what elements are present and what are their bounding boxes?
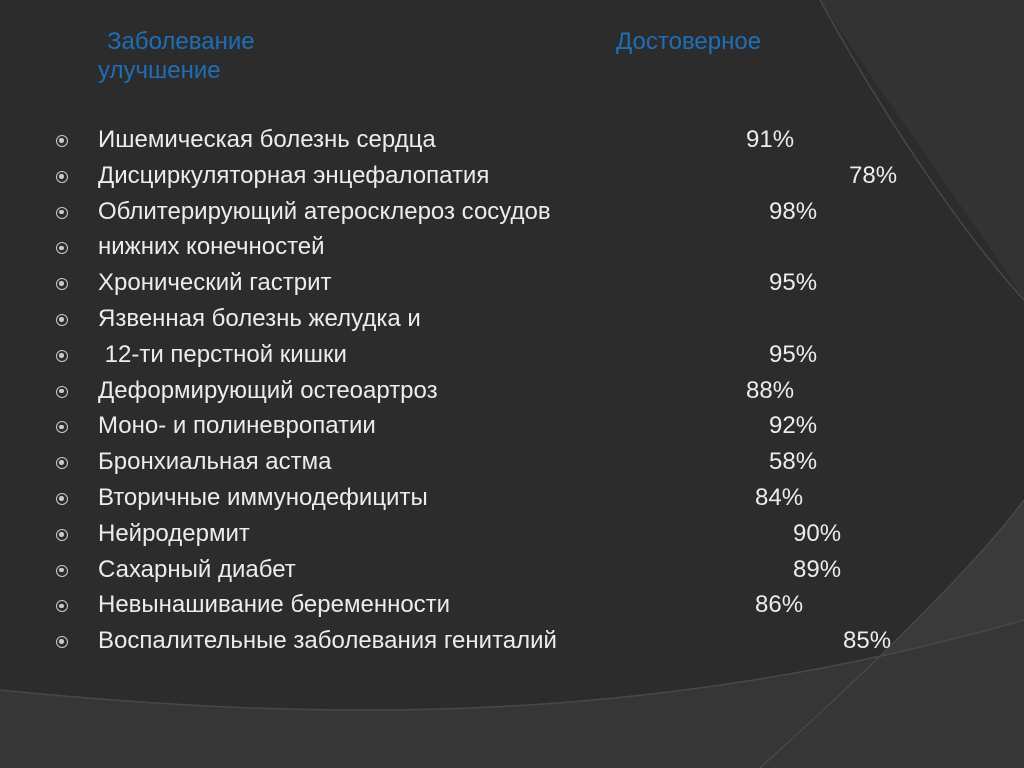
- list-item: Нейродермит 90%: [0, 516, 1024, 552]
- improvement-percent: 88%: [746, 376, 795, 404]
- list-item: Деформирующий остеоартроз 88%: [0, 373, 1024, 409]
- circle-bullet-icon: [56, 313, 68, 326]
- column-header-improvement-line2: улучшение: [98, 57, 221, 84]
- disease-name: Вторичные иммунодефициты: [98, 483, 428, 511]
- improvement-percent: 84%: [755, 483, 804, 511]
- list-item: Облитерирующий атеросклероз сосудов 98%: [0, 194, 1024, 230]
- list-item: Моно- и полиневропатии 92%: [0, 408, 1024, 444]
- list-item: Дисциркуляторная энцефалопатия 78%: [0, 158, 1024, 194]
- circle-bullet-icon: [56, 600, 68, 613]
- circle-bullet-icon: [56, 206, 68, 219]
- circle-bullet-icon: [56, 135, 68, 147]
- disease-name: Язвенная болезнь желудка и: [98, 304, 421, 332]
- circle-bullet-icon: [56, 349, 68, 362]
- disease-name: Облитерирующий атеросклероз сосудов: [98, 197, 551, 225]
- table-header: Заболевание Достоверное улучшение: [0, 0, 1024, 100]
- improvement-percent: 90%: [793, 519, 842, 547]
- improvement-percent: 89%: [793, 555, 842, 583]
- improvement-percent: 58%: [769, 448, 818, 476]
- column-header-improvement-line1: Достоверное: [616, 28, 762, 55]
- improvement-percent: 98%: [769, 197, 818, 225]
- list-item: Сахарный диабет 89%: [0, 552, 1024, 588]
- column-header-disease: Заболевание: [107, 28, 255, 55]
- list-item: Вторичные иммунодефициты 84%: [0, 480, 1024, 516]
- list-item: нижних конечностей: [0, 229, 1024, 265]
- list-item: Хронический гастрит 95%: [0, 265, 1024, 301]
- improvement-percent: 78%: [849, 161, 898, 189]
- circle-bullet-icon: [56, 564, 68, 577]
- circle-bullet-icon: [56, 421, 68, 434]
- improvement-percent: 92%: [769, 412, 818, 440]
- circle-bullet-icon: [56, 170, 68, 183]
- disease-name: Бронхиальная астма: [98, 448, 332, 476]
- list-item: Ишемическая болезнь сердца 91%: [0, 122, 1024, 158]
- disease-name: Сахарный диабет: [98, 555, 296, 583]
- circle-bullet-icon: [56, 242, 68, 255]
- circle-bullet-icon: [56, 528, 68, 541]
- disease-name: Деформирующий остеоартроз: [98, 376, 438, 404]
- disease-name: Хронический гастрит: [98, 269, 332, 297]
- circle-bullet-icon: [56, 457, 68, 470]
- circle-bullet-icon: [56, 385, 68, 398]
- list-item: 12-ти перстной кишки 95%: [0, 337, 1024, 373]
- disease-name: Моно- и полиневропатии: [98, 412, 376, 440]
- list-item: Невынашивание беременности 86%: [0, 587, 1024, 623]
- improvement-percent: 95%: [769, 340, 818, 368]
- circle-bullet-icon: [56, 636, 68, 649]
- disease-name: Воспалительные заболевания гениталий: [98, 627, 557, 655]
- list-item: Воспалительные заболевания гениталий 85%: [0, 623, 1024, 659]
- disease-name: Нейродермит: [98, 519, 250, 547]
- disease-name: 12-ти перстной кишки: [98, 340, 347, 368]
- improvement-percent: 85%: [843, 627, 892, 655]
- disease-name: Дисциркуляторная энцефалопатия: [98, 161, 490, 189]
- improvement-percent: 86%: [755, 591, 804, 619]
- improvement-percent: 91%: [746, 126, 795, 153]
- disease-list: Ишемическая болезнь сердца 91% Дисциркул…: [0, 122, 1024, 659]
- improvement-percent: 95%: [769, 269, 818, 297]
- disease-name: Невынашивание беременности: [98, 591, 451, 619]
- list-item: Язвенная болезнь желудка и: [0, 301, 1024, 337]
- circle-bullet-icon: [56, 492, 68, 505]
- disease-name: нижних конечностей: [98, 233, 325, 261]
- list-item: Бронхиальная астма 58%: [0, 444, 1024, 480]
- circle-bullet-icon: [56, 278, 68, 291]
- disease-name: Ишемическая болезнь сердца: [98, 126, 436, 153]
